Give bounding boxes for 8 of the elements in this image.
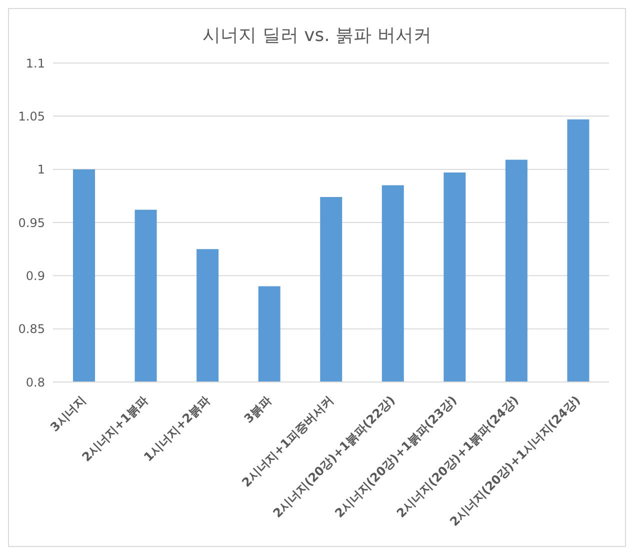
y-tick-label: 1.05 <box>18 109 45 124</box>
y-tick-label: 1 <box>37 162 45 177</box>
y-tick-label: 0.8 <box>26 375 45 390</box>
chart-title: 시너지 딜러 vs. 붉파 버서커 <box>202 24 432 47</box>
y-tick-label: 0.9 <box>26 268 45 283</box>
y-tick-label: 0.95 <box>18 216 45 230</box>
y-tick-label: 0.85 <box>18 322 45 336</box>
y-tick-label: 1.1 <box>26 56 45 70</box>
